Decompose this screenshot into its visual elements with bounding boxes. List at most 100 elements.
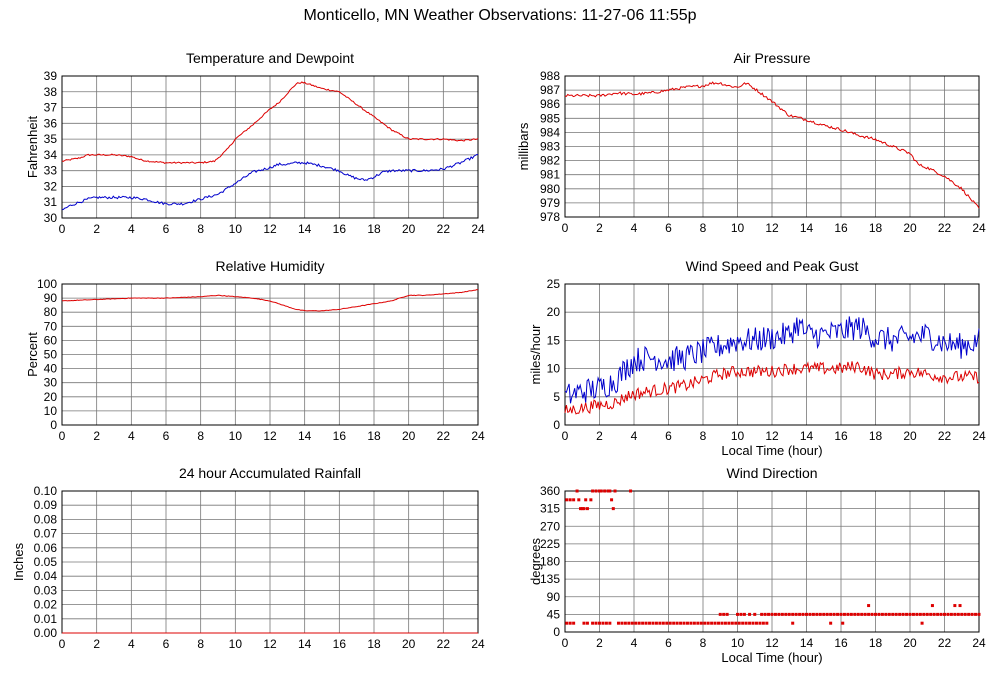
data-point [608, 489, 612, 493]
x-tick-label: 2 [596, 429, 603, 443]
data-point [582, 507, 586, 511]
data-point [829, 612, 833, 616]
data-point [751, 621, 755, 625]
data-point [742, 612, 746, 616]
page-title: Monticello, MN Weather Observations: 11-… [303, 7, 697, 24]
data-point [585, 507, 589, 511]
data-point [679, 621, 683, 625]
series-line-red [564, 81, 980, 209]
data-point [798, 612, 802, 616]
y-tick-label: 45 [547, 607, 561, 621]
chart-title: Temperature and Dewpoint [186, 50, 354, 66]
x-tick-label: 10 [229, 222, 243, 236]
y-tick-label: 70 [44, 319, 58, 333]
data-point [770, 612, 774, 616]
x-tick-label: 6 [665, 636, 672, 650]
series-line-blue [564, 316, 980, 404]
data-point [658, 621, 662, 625]
x-tick-label: 6 [665, 429, 672, 443]
data-point [613, 489, 617, 493]
y-tick-label: 0.00 [34, 626, 58, 640]
data-point [748, 621, 752, 625]
y-tick-label: 100 [37, 277, 57, 291]
x-tick-label: 2 [596, 636, 603, 650]
data-point [856, 612, 860, 616]
data-point [815, 612, 819, 616]
data-point [565, 498, 569, 502]
data-point [723, 621, 727, 625]
y-tick-label: 90 [44, 291, 58, 305]
data-point [839, 612, 843, 616]
data-point [599, 489, 603, 493]
x-tick-label: 18 [367, 222, 381, 236]
y-tick-label: 225 [540, 537, 560, 551]
data-point [808, 612, 812, 616]
x-tick-label: 12 [765, 636, 779, 650]
x-tick-label: 14 [298, 429, 312, 443]
data-point [710, 621, 714, 625]
data-point [853, 612, 857, 616]
x-tick-label: 20 [402, 637, 416, 651]
data-point [930, 604, 934, 608]
y-tick-label: 10 [547, 362, 561, 376]
data-point [901, 612, 905, 616]
y-tick-label: 25 [547, 277, 561, 291]
x-tick-label: 8 [197, 429, 204, 443]
data-point [970, 612, 974, 616]
y-tick-label: 270 [540, 519, 560, 533]
y-tick-label: 50 [44, 348, 58, 362]
data-point [849, 612, 853, 616]
data-point [689, 621, 693, 625]
x-tick-label: 10 [229, 637, 243, 651]
data-point [922, 612, 926, 616]
y-tick-label: 0 [50, 418, 57, 432]
data-point [753, 612, 757, 616]
y-tick-label: 0.01 [34, 612, 58, 626]
data-point [784, 612, 788, 616]
x-tick-label: 24 [471, 429, 485, 443]
x-tick-label: 12 [263, 429, 277, 443]
data-point [736, 612, 739, 616]
x-tick-label: 6 [163, 222, 170, 236]
data-point [977, 612, 981, 616]
y-tick-label: 39 [44, 69, 58, 83]
data-point [725, 612, 729, 616]
x-tick-label: 4 [128, 429, 135, 443]
data-point [594, 489, 598, 493]
x-tick-label: 6 [665, 221, 672, 235]
data-point [604, 621, 608, 625]
data-point [699, 621, 703, 625]
y-tick-label: 34 [44, 148, 58, 162]
data-point [758, 621, 762, 625]
x-tick-label: 18 [869, 429, 883, 443]
data-point [887, 612, 891, 616]
x-tick-label: 8 [700, 636, 707, 650]
data-point [939, 612, 943, 616]
plot-frame [564, 490, 980, 633]
data-point [584, 498, 588, 502]
y-tick-label: 0.03 [34, 583, 58, 597]
data-point [963, 612, 967, 616]
data-point [577, 498, 581, 502]
x-tick-label: 2 [93, 222, 100, 236]
x-tick-label: 14 [800, 221, 814, 235]
y-axis-label: Percent [25, 332, 40, 377]
data-point [842, 612, 846, 616]
x-tick-label: 4 [128, 222, 135, 236]
chart-title: Air Pressure [733, 50, 810, 66]
y-tick-label: 60 [44, 333, 58, 347]
y-tick-label: 0.02 [34, 598, 58, 612]
x-tick-label: 18 [869, 636, 883, 650]
x-tick-label: 12 [765, 429, 779, 443]
data-point [682, 621, 686, 625]
data-point [908, 612, 912, 616]
data-point [956, 612, 960, 616]
x-tick-label: 8 [700, 429, 707, 443]
y-tick-label: 0.05 [34, 555, 58, 569]
x-tick-label: 12 [263, 222, 277, 236]
data-point [932, 612, 936, 616]
